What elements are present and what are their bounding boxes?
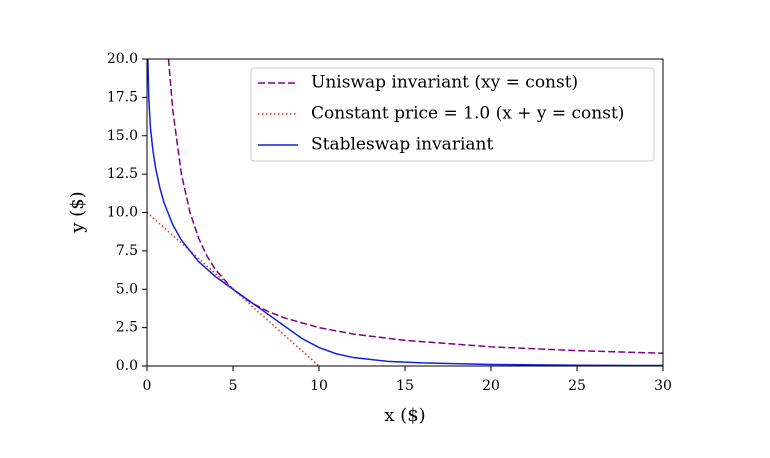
series-line: [147, 58, 664, 367]
x-tick-label: 20: [482, 378, 500, 394]
plot-frame: [146, 58, 664, 367]
x-tick-label: 25: [568, 378, 586, 394]
y-tick-label: 15.0: [107, 128, 138, 144]
x-tick-label: 15: [396, 378, 414, 394]
legend-label: Uniswap invariant (xy = const): [311, 73, 578, 93]
legend-label: Constant price = 1.0 (x + y = const): [311, 104, 624, 124]
y-tick-label: 10.0: [107, 205, 138, 221]
y-tick-label: 0.0: [116, 358, 138, 374]
series-line: [146, 211, 320, 367]
x-tick-label: 30: [654, 378, 672, 394]
y-tick-label: 7.5: [116, 243, 138, 259]
y-tick-label: 2.5: [116, 320, 138, 336]
y-tick-label: 5.0: [116, 281, 138, 297]
y-tick-label: 17.5: [107, 89, 138, 105]
x-axis-label: x ($): [384, 405, 425, 426]
legend-label: Stableswap invariant: [311, 135, 493, 155]
x-tick-label: 5: [229, 378, 238, 394]
x-tick-label: 10: [310, 378, 328, 394]
y-tick-label: 20.0: [107, 51, 138, 67]
legend-box: [250, 67, 655, 162]
y-axis-label: y ($): [67, 191, 88, 233]
x-tick-label: 0: [143, 378, 152, 394]
y-tick-label: 12.5: [107, 166, 138, 182]
